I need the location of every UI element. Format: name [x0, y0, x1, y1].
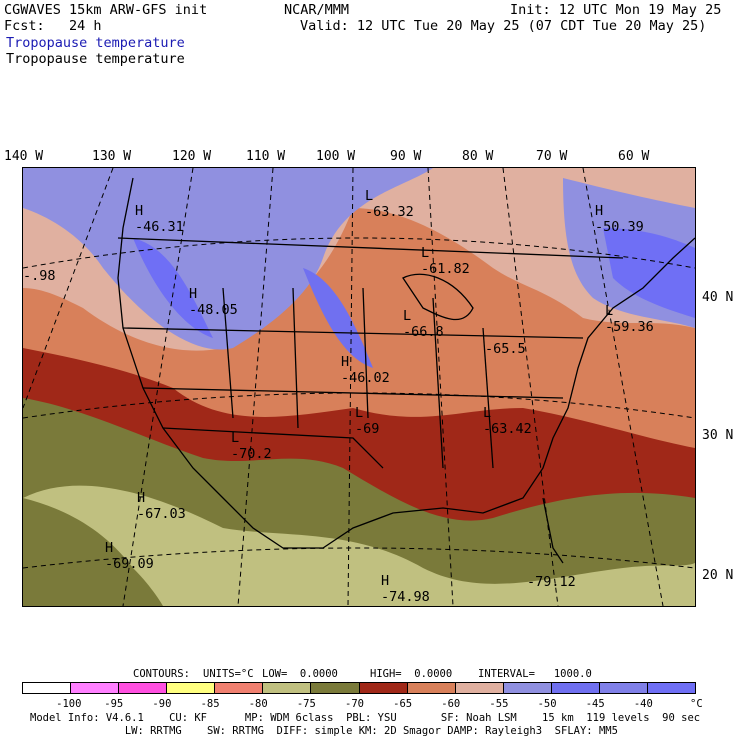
contours-high: HIGH= 0.0000: [370, 668, 453, 680]
extreme-label: -.98: [23, 268, 56, 284]
extreme-label: L -63.32: [365, 188, 414, 220]
extreme-label: H -69.09: [105, 540, 154, 572]
lon-label-70w: 70 W: [536, 149, 568, 164]
lon-label-140w: 140 W: [4, 149, 44, 164]
lat-label-20n: 20 N: [702, 568, 734, 583]
colorbar-segment: [599, 683, 649, 693]
extreme-label: L -69: [355, 405, 380, 437]
colorbar-tick-label: -70: [345, 698, 364, 710]
colorbar-tick-label: -60: [441, 698, 461, 710]
colorbar-segment: [71, 683, 120, 693]
org-label: NCAR/MMM: [284, 2, 350, 18]
extreme-label: L -66.8: [403, 308, 444, 340]
colorbar-segment: [167, 683, 216, 693]
colorbar-segment: [648, 683, 696, 693]
extreme-label: H -46.02: [341, 354, 390, 386]
band-tan-south: [23, 485, 695, 606]
lon-label-60w: 60 W: [618, 149, 650, 164]
extreme-label: -79.12: [527, 574, 576, 590]
colorbar-segment: [503, 683, 552, 693]
band-blue-west: [133, 238, 213, 338]
colorbar-segment: [551, 683, 600, 693]
valid-time: Valid: 12 UTC Tue 20 May 25 (07 CDT Tue …: [300, 18, 707, 34]
extreme-label: L -70.2: [231, 430, 272, 462]
lon-label-100w: 100 W: [316, 149, 356, 164]
extreme-label: -65.5: [485, 341, 526, 357]
lon-label-130w: 130 W: [92, 149, 132, 164]
colorbar-tick-label: -65: [393, 698, 413, 710]
colorbar-unit: °C: [690, 698, 703, 710]
colorbar-tick-label: -45: [585, 698, 605, 710]
colorbar-segment: [407, 683, 456, 693]
map-canvas: [23, 168, 695, 606]
extreme-label: H -67.03: [137, 490, 186, 522]
colorbar-segment: [215, 683, 264, 693]
colorbar-tick-label: -90: [152, 698, 172, 710]
colorbar-tick-label: -85: [200, 698, 220, 710]
extreme-label: L -59.36: [605, 303, 654, 335]
forecast-hour: Fcst: 24 h: [4, 18, 102, 34]
model-title: CGWAVES 15km ARW-GFS init: [4, 2, 208, 18]
extreme-label: H -74.98: [381, 573, 430, 605]
colorbar-segment: [23, 683, 72, 693]
colorbar-tick-label: -40: [633, 698, 653, 710]
field-title-colored: Tropopause temperature: [6, 35, 185, 51]
band-olive-sw: [23, 498, 163, 606]
lon-label-80w: 80 W: [462, 149, 494, 164]
lon-label-90w: 90 W: [390, 149, 422, 164]
extreme-label: L -61.82: [421, 245, 470, 277]
extreme-label: H -50.39: [595, 203, 644, 235]
colorbar-segment: [119, 683, 168, 693]
extreme-label: H -46.31: [135, 203, 184, 235]
contours-low: LOW= 0.0000: [262, 668, 338, 680]
contours-interval: INTERVAL= 1000.0: [478, 668, 592, 680]
colorbar-segment: [455, 683, 504, 693]
model-info-line2: LW: RRTMG SW: RRTMG DIFF: simple KM: 2D …: [30, 725, 618, 737]
colorbar-tick-label: -80: [248, 698, 268, 710]
extreme-label: H -48.05: [189, 286, 238, 318]
band-blue-central: [303, 268, 373, 368]
model-info-line1: Model Info: V4.6.1 CU: KF MP: WDM 6class…: [30, 712, 701, 724]
tropopause-temperature-map: H -46.31 L -63.32 H -50.39 -.98 L -61.82 H -4…: [22, 167, 696, 607]
colorbar-segment: [359, 683, 408, 693]
colorbar: [22, 682, 696, 694]
lon-label-110w: 110 W: [246, 149, 286, 164]
colorbar-segment: [311, 683, 360, 693]
colorbar-tick-label: -95: [104, 698, 124, 710]
colorbar-tick-label: -75: [296, 698, 316, 710]
lon-label-120w: 120 W: [172, 149, 212, 164]
colorbar-segment: [263, 683, 312, 693]
colorbar-tick-label: -55: [489, 698, 509, 710]
colorbar-tick-label: -50: [537, 698, 557, 710]
lat-label-30n: 30 N: [702, 428, 734, 443]
extreme-label: L -63.42: [483, 405, 532, 437]
contours-units: UNITS=°C: [203, 668, 254, 680]
contours-label: CONTOURS:: [133, 668, 190, 680]
colorbar-tick-label: -100: [56, 698, 82, 710]
field-title: Tropopause temperature: [6, 51, 185, 67]
band-blue-east: [603, 228, 695, 318]
init-time: Init: 12 UTC Mon 19 May 25: [510, 2, 722, 18]
lat-label-40n: 40 N: [702, 290, 734, 305]
